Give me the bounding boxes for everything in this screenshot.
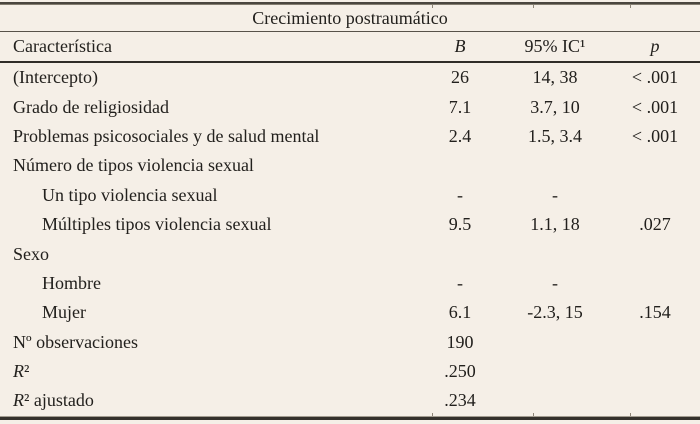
table-row-multiples-tipos: Múltiples tipos violencia sexual 9.5 1.1… [0,210,700,239]
table-row-religiosidad: Grado de religiosidad 7.1 3.7, 10 < .001 [0,92,700,121]
row-label-text: Sexo [13,243,49,264]
table-row-r2-ajustado: R² ajustado .234 [0,386,700,415]
row-label: (Intercepto) [0,67,420,88]
table-title-row: Crecimiento postraumático [0,5,700,31]
cell-ci: - [552,272,558,293]
row-label-italic: R [13,361,24,382]
row-label: R² ajustado [0,390,420,411]
row-label: Hombre [0,273,420,294]
column-boundary-tick [533,5,534,8]
table-row-intercept: (Intercepto) 26 14, 38 < .001 [0,63,700,92]
cell-b: .234 [444,390,476,411]
table-top-rule [0,2,700,5]
row-label-text: ² ajustado [24,390,94,411]
row-label-text: Nº observaciones [13,331,139,352]
table-row-numero-tipos: Número de tipos violencia sexual [0,151,700,180]
column-header-b: B [454,36,466,56]
cell-p: < .001 [631,96,679,117]
table-row-un-tipo: Un tipo violencia sexual - - [0,181,700,210]
table-row-hombre: Hombre - - [0,269,700,298]
row-label: Sexo [0,244,420,265]
row-label: R² [0,361,420,382]
column-boundary-tick [533,413,534,416]
cell-b: 190 [446,331,474,352]
cell-p: < .001 [631,67,679,88]
row-label: Grado de religiosidad [0,97,420,118]
column-header-ci: 95% IC¹ [524,36,586,56]
cell-p: < .001 [631,125,679,146]
table-header-row: Característica B 95% IC¹ p [0,32,700,61]
cell-b: 2.4 [448,125,472,146]
row-label: Mujer [0,302,420,323]
column-boundary-tick [630,5,631,8]
cell-ci: 14, 38 [532,67,578,88]
row-label: Número de tipos violencia sexual [0,155,420,176]
column-header-p: p [650,36,660,56]
column-header-characteristic: Característica [13,36,112,56]
cell-ci: 1.5, 3.4 [528,125,582,146]
title-divider-rule [0,31,700,32]
column-boundary-tick [630,413,631,416]
cell-ci: 1.1, 18 [530,214,580,235]
cell-ci: -2.3, 15 [527,302,583,323]
cell-b: 6.1 [448,302,472,323]
row-label-text: Problemas psicosociales y de salud menta… [13,125,320,146]
cell-b: - [457,184,463,205]
cell-b: - [457,272,463,293]
cell-b: 7.1 [448,96,472,117]
table-row-observaciones: Nº observaciones 190 [0,328,700,357]
row-label: Un tipo violencia sexual [0,185,420,206]
cell-ci: - [552,184,558,205]
cell-p: .154 [639,302,671,323]
header-divider-rule [0,61,700,63]
row-label: Múltiples tipos violencia sexual [0,214,420,235]
row-label: Problemas psicosociales y de salud menta… [0,126,420,147]
cell-b: 9.5 [448,214,472,235]
cell-p: .027 [639,214,671,235]
column-boundary-tick [432,413,433,416]
table-row-r2: R² .250 [0,357,700,386]
table-row-sexo: Sexo [0,239,700,268]
row-label-text: Un tipo violencia sexual [42,184,218,205]
cell-ci: 3.7, 10 [530,96,580,117]
table-bottom-rule [0,415,700,420]
table-title: Crecimiento postraumático [252,7,448,28]
row-label-text: Mujer [42,302,86,323]
row-label-text: (Intercepto) [13,67,98,88]
table-body: (Intercepto) 26 14, 38 < .001 Grado de r… [0,63,700,416]
row-label-text: Número de tipos violencia sexual [13,155,254,176]
cell-b: .250 [444,361,476,382]
row-label-italic: R [13,390,24,411]
cell-b: 26 [451,67,469,88]
row-label-text: ² [24,361,30,382]
row-label-text: Grado de religiosidad [13,96,169,117]
table-row-mujer: Mujer 6.1 -2.3, 15 .154 [0,298,700,327]
row-label-text: Hombre [42,272,101,293]
row-label: Nº observaciones [0,332,420,353]
table-row-problemas: Problemas psicosociales y de salud menta… [0,122,700,151]
column-boundary-tick [432,5,433,8]
row-label-text: Múltiples tipos violencia sexual [42,214,272,235]
